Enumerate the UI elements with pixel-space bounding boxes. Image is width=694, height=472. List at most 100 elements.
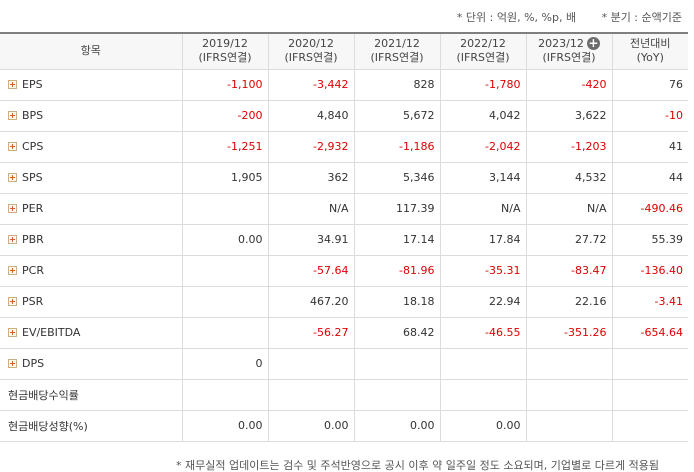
row-label-cell: 현금배당성향(%) xyxy=(0,410,182,442)
row-label: PCR xyxy=(22,264,44,277)
unit-note: * 단위 : 억원, %, %p, 배 xyxy=(456,11,577,24)
row-label: DPS xyxy=(22,357,45,370)
value-cell: -46.55 xyxy=(439,317,526,349)
row-label-cell[interactable]: PCR xyxy=(0,255,182,287)
plus-box-icon[interactable] xyxy=(8,235,17,244)
value-cell xyxy=(353,348,440,380)
value-cell xyxy=(181,379,268,411)
value-cell: 4,042 xyxy=(439,100,526,132)
column-header-4: 2022/12 (IFRS연결) xyxy=(439,33,526,70)
unit-notes: * 단위 : 억원, %, %p, 배 * 분기 : 순액기준 xyxy=(435,9,682,25)
value-cell: 76 xyxy=(611,69,688,101)
circle-plus-icon[interactable]: + xyxy=(586,36,600,51)
value-cell: 27.72 xyxy=(525,224,612,256)
row-label: SPS xyxy=(22,171,43,184)
table-row: 현금배당수익률 xyxy=(0,379,688,411)
table-row: EV/EBITDA -56.27 68.42 -46.55 -351.26 -654.64 xyxy=(0,317,688,349)
value-cell xyxy=(611,410,688,442)
plus-box-icon[interactable] xyxy=(8,142,17,151)
value-cell: N/A xyxy=(439,193,526,225)
row-label-cell[interactable]: PER xyxy=(0,193,182,225)
value-cell: -490.46 xyxy=(611,193,688,225)
plus-box-icon[interactable] xyxy=(8,111,17,120)
value-cell: 4,840 xyxy=(267,100,354,132)
value-cell xyxy=(611,348,688,380)
value-cell: 3,622 xyxy=(525,100,612,132)
value-cell: 0 xyxy=(181,348,268,380)
plus-box-icon[interactable] xyxy=(8,80,17,89)
value-cell xyxy=(181,255,268,287)
value-cell: -654.64 xyxy=(611,317,688,349)
value-cell: -200 xyxy=(181,100,268,132)
column-header-sub: (IFRS연결) xyxy=(284,51,338,65)
row-label: PER xyxy=(22,202,44,215)
value-cell: -420 xyxy=(525,69,612,101)
value-cell: 68.42 xyxy=(353,317,440,349)
value-cell: 0.00 xyxy=(439,410,526,442)
row-label-cell[interactable]: EPS xyxy=(0,69,182,101)
table-row: CPS -1,251 -2,932 -1,186 -2,042 -1,203 41 xyxy=(0,131,688,163)
column-header-label: 2019/12 xyxy=(202,37,248,51)
value-cell: 55.39 xyxy=(611,224,688,256)
row-label-cell[interactable]: SPS xyxy=(0,162,182,194)
value-cell: -35.31 xyxy=(439,255,526,287)
value-cell: -1,100 xyxy=(181,69,268,101)
value-cell: -2,042 xyxy=(439,131,526,163)
value-cell: 828 xyxy=(353,69,440,101)
column-header-1: 2019/12 (IFRS연결) xyxy=(181,33,268,70)
column-header-label: 2023/12 xyxy=(538,37,584,51)
value-cell: 17.84 xyxy=(439,224,526,256)
table-row: PBR 0.00 34.91 17.14 17.84 27.72 55.39 xyxy=(0,224,688,256)
column-header-label: 2020/12 xyxy=(288,37,334,51)
value-cell: -56.27 xyxy=(267,317,354,349)
row-label-cell[interactable]: BPS xyxy=(0,100,182,132)
column-header-sub: (IFRS연결) xyxy=(198,51,252,65)
value-cell xyxy=(525,379,612,411)
column-header-sub: (IFRS연결) xyxy=(456,51,510,65)
row-label: EPS xyxy=(22,78,43,91)
column-header-label: 2021/12 xyxy=(374,37,420,51)
value-cell: -1,186 xyxy=(353,131,440,163)
plus-box-icon[interactable] xyxy=(8,297,17,306)
row-label-cell[interactable]: DPS xyxy=(0,348,182,380)
plus-box-icon[interactable] xyxy=(8,359,17,368)
value-cell: -2,932 xyxy=(267,131,354,163)
value-cell xyxy=(181,317,268,349)
value-cell xyxy=(611,379,688,411)
table-row: PER N/A 117.39 N/A N/A -490.46 xyxy=(0,193,688,225)
value-cell: 3,144 xyxy=(439,162,526,194)
value-cell: 0.00 xyxy=(353,410,440,442)
column-header-label: 2022/12 xyxy=(460,37,506,51)
table-row: 현금배당성향(%) 0.00 0.00 0.00 0.00 xyxy=(0,410,688,442)
plus-box-icon[interactable] xyxy=(8,204,17,213)
row-label: EV/EBITDA xyxy=(22,326,81,339)
value-cell: 0.00 xyxy=(181,410,268,442)
column-header-6: 전년대비 (YoY) xyxy=(611,33,688,70)
plus-box-icon[interactable] xyxy=(8,173,17,182)
row-label-cell[interactable]: PBR xyxy=(0,224,182,256)
plus-box-icon[interactable] xyxy=(8,328,17,337)
value-cell: -351.26 xyxy=(525,317,612,349)
column-header-sub: (IFRS연결) xyxy=(370,51,424,65)
row-label: BPS xyxy=(22,109,44,122)
value-cell: -1,251 xyxy=(181,131,268,163)
row-label-cell[interactable]: CPS xyxy=(0,131,182,163)
value-cell: 362 xyxy=(267,162,354,194)
column-header-5: 2023/12 + (IFRS연결) xyxy=(525,33,612,70)
value-cell: -10 xyxy=(611,100,688,132)
value-cell: -1,203 xyxy=(525,131,612,163)
row-label-cell[interactable]: PSR xyxy=(0,286,182,318)
plus-box-icon[interactable] xyxy=(8,266,17,275)
period-note: * 분기 : 순액기준 xyxy=(601,11,682,24)
table-row: EPS -1,100 -3,442 828 -1,780 -420 76 xyxy=(0,69,688,101)
value-cell xyxy=(267,379,354,411)
column-header-sub: (YoY) xyxy=(636,51,664,65)
row-label: CPS xyxy=(22,140,44,153)
table-row: PSR 467.20 18.18 22.94 22.16 -3.41 xyxy=(0,286,688,318)
row-label-cell[interactable]: EV/EBITDA xyxy=(0,317,182,349)
value-cell: 22.94 xyxy=(439,286,526,318)
value-cell: 117.39 xyxy=(353,193,440,225)
row-label-cell: 현금배당수익률 xyxy=(0,379,182,411)
footer-note: * 재무실적 업데이트는 검수 및 주석반영으로 공시 이후 약 일주일 정도 … xyxy=(176,459,659,472)
value-cell: -3.41 xyxy=(611,286,688,318)
